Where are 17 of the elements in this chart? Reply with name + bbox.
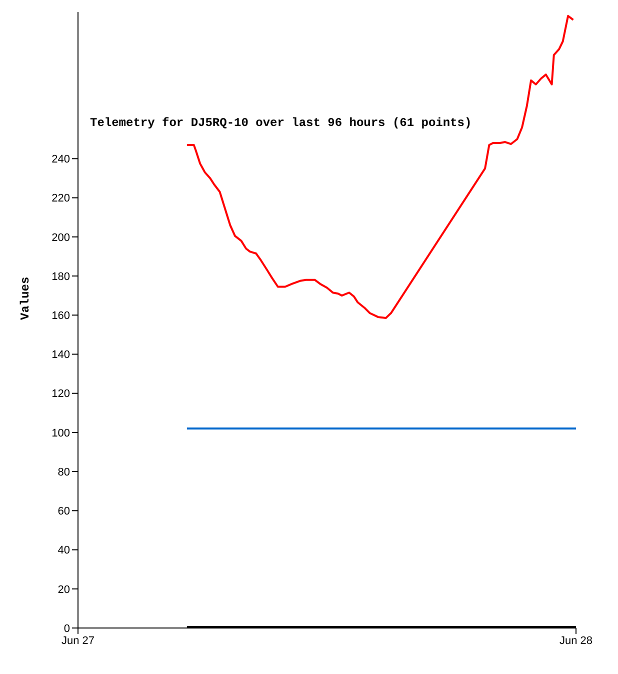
y-tick-label: 200 xyxy=(52,232,70,244)
y-tick-label: 240 xyxy=(52,154,70,166)
y-axis-title: Values xyxy=(18,276,32,320)
y-tick-label: 0 xyxy=(64,622,70,635)
y-tick-label: 120 xyxy=(52,388,70,400)
y-tick-label: 140 xyxy=(52,349,70,362)
x-tick-label: Jun 27 xyxy=(61,634,95,647)
y-tick-label: 160 xyxy=(52,310,70,322)
y-tick-label: 20 xyxy=(58,584,70,596)
text: Telemetry for DJ5RQ-10 over last 96 hours (61 points) xyxy=(90,116,472,130)
y-tick-label: 80 xyxy=(58,466,70,478)
y-tick-label: 180 xyxy=(52,270,70,283)
x-tick-label: Jun 28 xyxy=(559,634,593,647)
y-tick-label: 60 xyxy=(58,506,70,518)
y-tick-label: 220 xyxy=(52,192,70,205)
y-tick-label: 100 xyxy=(52,427,70,440)
y-tick-label: 40 xyxy=(58,544,70,557)
